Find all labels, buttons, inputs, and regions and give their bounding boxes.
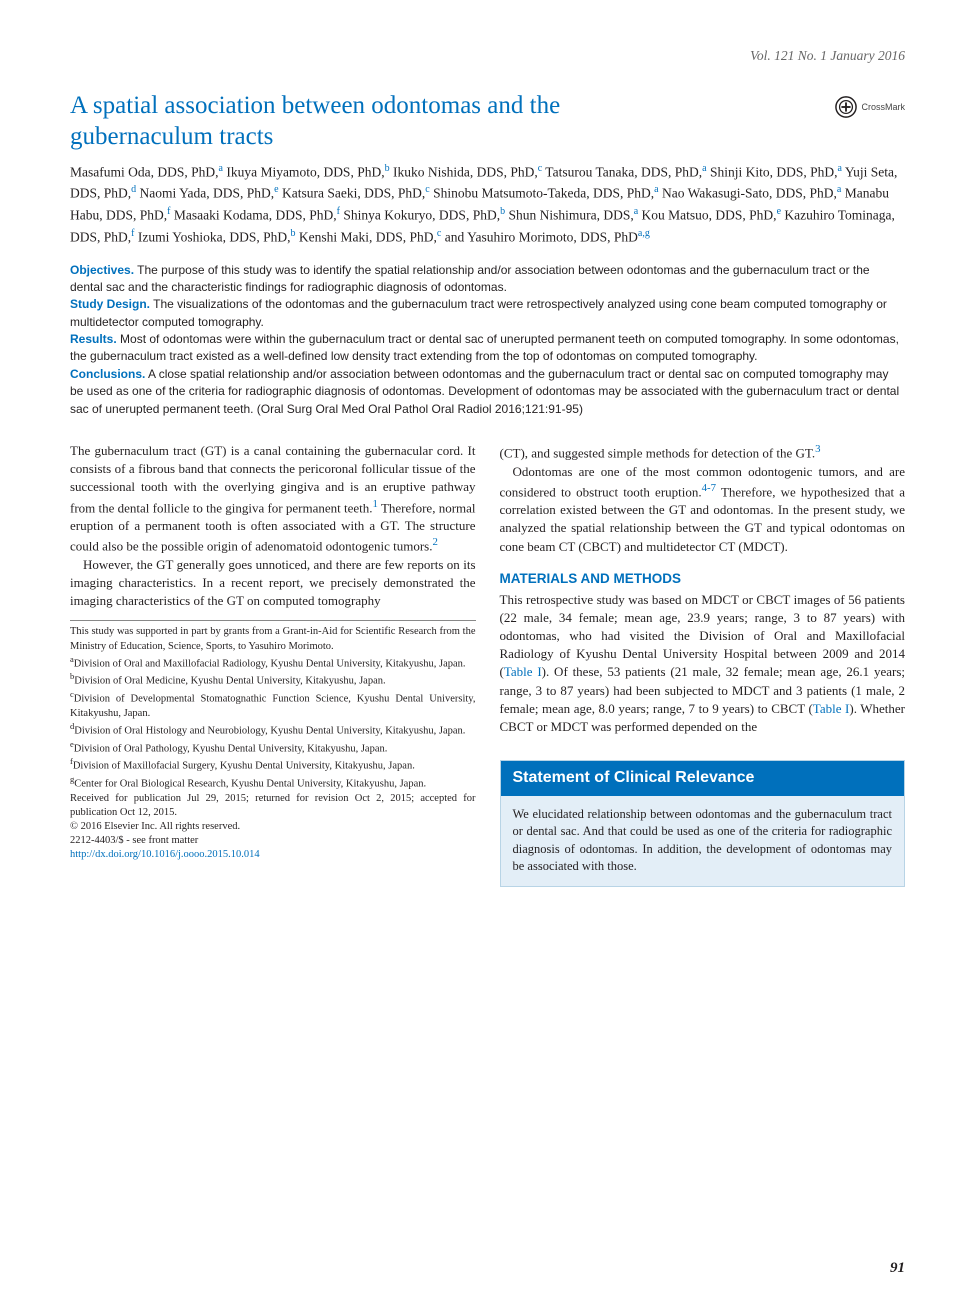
design-label: Study Design. [70,297,150,311]
table-ref-1[interactable]: Table I [504,664,542,679]
objectives-label: Objectives. [70,263,134,277]
affiliation-b: bDivision of Oral Medicine, Kyushu Denta… [70,671,476,689]
table-ref-2[interactable]: Table I [813,701,850,716]
conclusions-label: Conclusions. [70,367,145,381]
page-number: 91 [890,1260,905,1277]
crossmark-badge[interactable]: CrossMark [835,96,905,118]
ref-3[interactable]: 3 [815,443,820,455]
issue-line: Vol. 121 No. 1 January 2016 [70,48,905,64]
affiliation-d: dDivision of Oral Histology and Neurobio… [70,721,476,739]
crossmark-label: CrossMark [861,102,905,112]
article-title: A spatial association between odontomas … [70,90,690,153]
clinical-relevance-text: We elucidated relationship between odont… [501,796,905,886]
body-para-4: Odontomas are one of the most common odo… [500,463,906,556]
ref-2[interactable]: 2 [433,536,438,548]
doi-link[interactable]: http://dx.doi.org/10.1016/j.oooo.2015.10… [70,848,476,862]
affiliation-e: eDivision of Oral Pathology, Kyushu Dent… [70,739,476,757]
results-text: Most of odontomas were within the gubern… [70,332,899,363]
body-para-2: However, the GT generally goes unnoticed… [70,556,476,611]
crossmark-icon [835,96,857,118]
design-text: The visualizations of the odontomas and … [70,297,887,328]
affiliation-g: gCenter for Oral Biological Research, Ky… [70,774,476,792]
abstract: Objectives. The purpose of this study wa… [70,262,905,419]
footnotes: This study was supported in part by gran… [70,620,476,862]
author-list: Masafumi Oda, DDS, PhD,a Ikuya Miyamoto,… [70,161,905,248]
right-column: (CT), and suggested simple methods for d… [500,442,906,887]
copyright-note: © 2016 Elsevier Inc. All rights reserved… [70,820,476,834]
funding-note: This study was supported in part by gran… [70,625,476,653]
results-label: Results. [70,332,117,346]
body-para-1: The gubernaculum tract (GT) is a canal c… [70,442,476,556]
affiliation-c: cDivision of Developmental Stomatognathi… [70,689,476,721]
title-row: A spatial association between odontomas … [70,90,905,161]
body-columns: The gubernaculum tract (GT) is a canal c… [70,442,905,887]
methods-para: This retrospective study was based on MD… [500,591,906,737]
affiliation-a: aDivision of Oral and Maxillofacial Radi… [70,654,476,672]
received-note: Received for publication Jul 29, 2015; r… [70,792,476,820]
affiliation-f: fDivision of Maxillofacial Surgery, Kyus… [70,756,476,774]
body-para-3: (CT), and suggested simple methods for d… [500,442,906,463]
methods-heading: MATERIALS AND METHODS [500,570,906,589]
clinical-relevance-heading: Statement of Clinical Relevance [501,761,905,795]
clinical-relevance-box: Statement of Clinical Relevance We eluci… [500,760,906,886]
ref-4-7[interactable]: 4-7 [702,482,716,494]
conclusions-text: A close spatial relationship and/or asso… [70,367,899,416]
left-column: The gubernaculum tract (GT) is a canal c… [70,442,476,887]
body-text: (CT), and suggested simple methods for d… [500,445,816,460]
objectives-text: The purpose of this study was to identif… [70,263,870,294]
issn-note: 2212-4403/$ - see front matter [70,834,476,848]
